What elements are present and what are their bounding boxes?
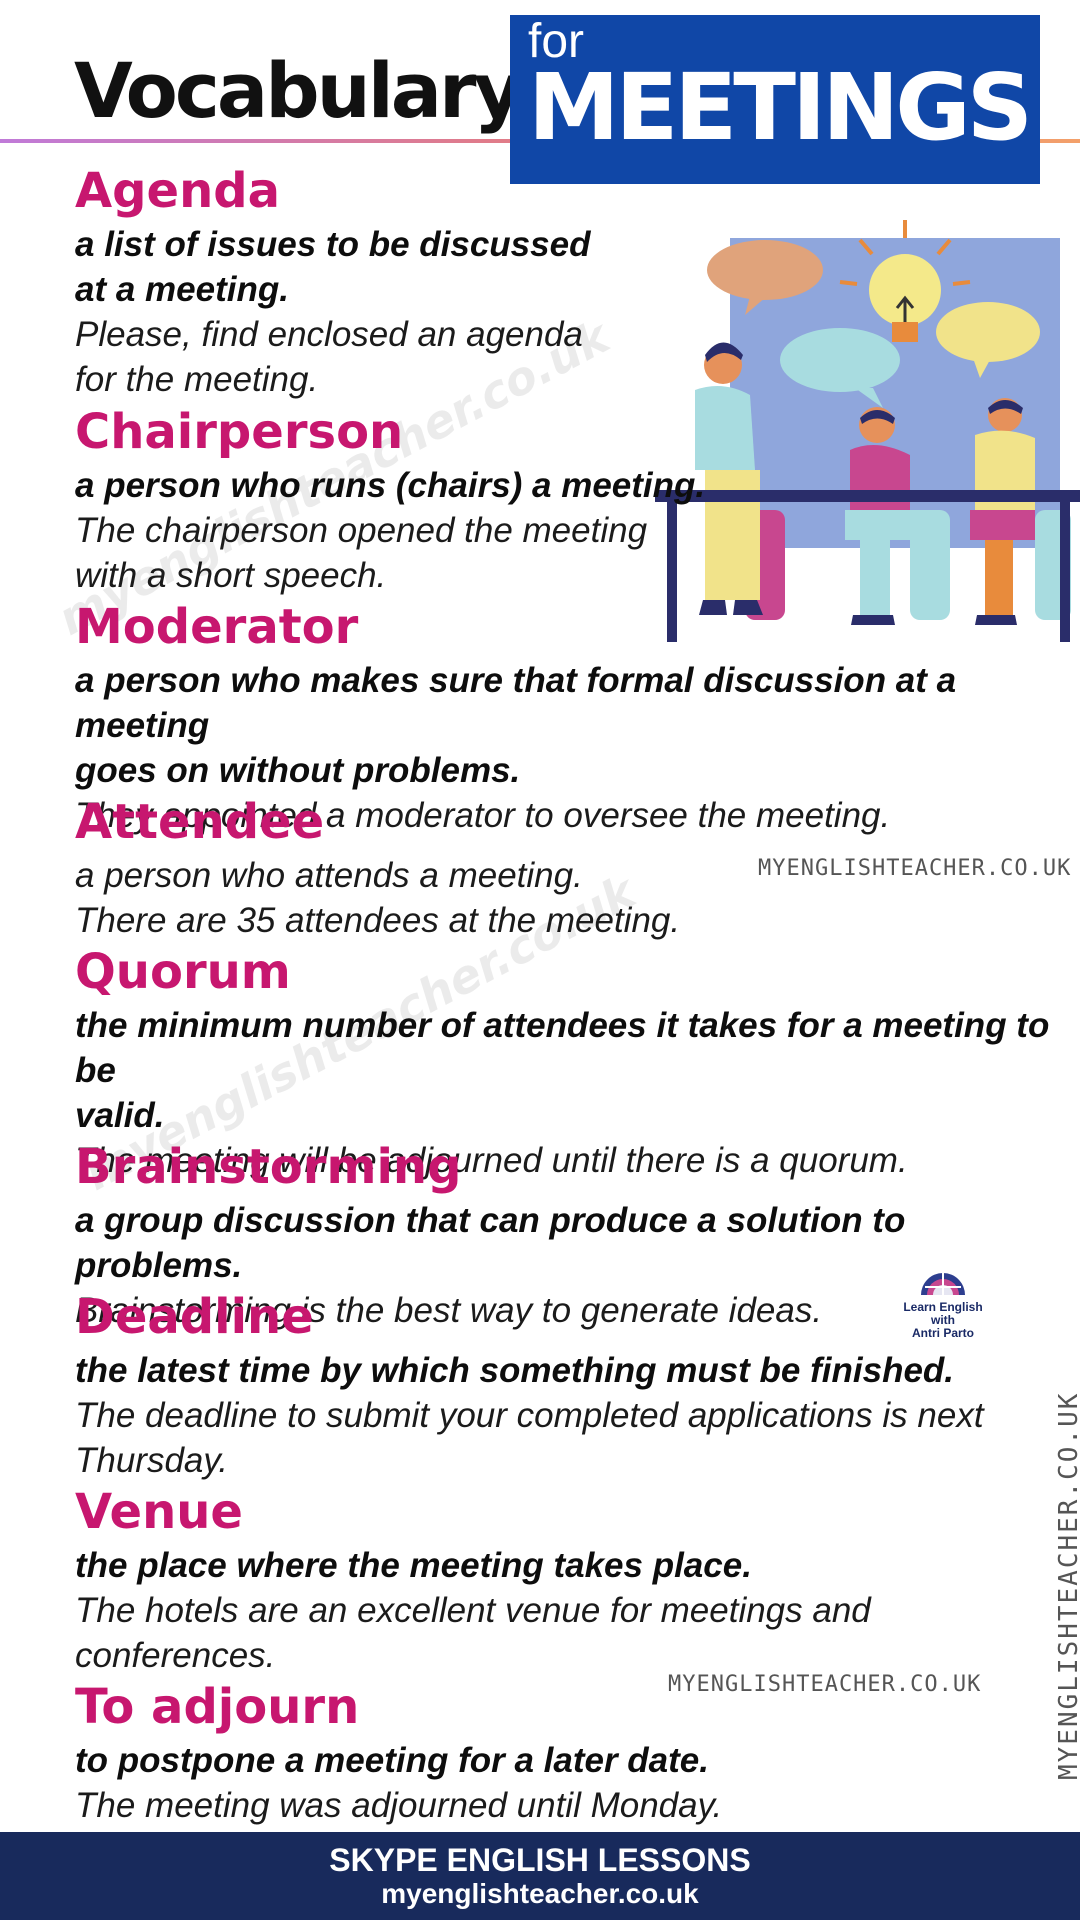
globe-logo-icon <box>921 1273 965 1295</box>
example-line: There are 35 attendees at the meeting. <box>75 901 681 940</box>
title-for: for <box>528 15 585 68</box>
example-line: The meeting will be adjourned until ther… <box>75 1141 908 1180</box>
watermark-vertical: MYENGLISHTEACHER.CO.UK <box>1054 1391 1080 1780</box>
entry-agenda-body: a list of issues to be discussed at a me… <box>75 222 590 402</box>
definition-line: to postpone a meeting for a later date. <box>75 1741 709 1780</box>
speech-bubble-icon <box>936 302 1040 362</box>
definition-line: a person who attends a meeting. <box>75 856 583 895</box>
speech-bubble-icon <box>780 328 900 392</box>
watermark-small: MYENGLISHTEACHER.CO.UK <box>758 856 1072 881</box>
title-box <box>510 15 1040 184</box>
definition-line: goes on without problems. <box>75 751 521 790</box>
footer: SKYPE ENGLISH LESSONS myenglishteacher.c… <box>0 1832 1080 1920</box>
lightbulb-icon <box>839 220 971 342</box>
term-attendee: Attendee <box>75 794 325 850</box>
entry-attendee-body: a person who attends a meeting. There ar… <box>75 853 680 943</box>
term-venue: Venue <box>75 1484 243 1540</box>
example-line: They appointed a moderator to oversee th… <box>75 796 891 835</box>
term-to-adjourn: To adjourn <box>75 1679 360 1735</box>
watermark-small: MYENGLISHTEACHER.CO.UK <box>668 1672 982 1697</box>
term-deadline: Deadline <box>75 1289 314 1345</box>
definition-line: the latest time by which something must … <box>75 1351 955 1390</box>
example-line: The deadline to submit your completed ap… <box>75 1396 984 1435</box>
example-line: Thursday. <box>75 1441 229 1480</box>
footer-title: SKYPE ENGLISH LESSONS <box>329 1842 751 1878</box>
definition-line: at a meeting. <box>75 270 289 309</box>
entry-venue-body: the place where the meeting takes place.… <box>75 1543 871 1678</box>
meeting-illustration <box>655 220 1080 642</box>
entry-deadline-body: the latest time by which something must … <box>75 1348 984 1483</box>
definition-line: a group discussion that can produce a so… <box>75 1201 906 1285</box>
logo-line: Learn English <box>903 1300 983 1314</box>
entry-brainstorming-body: a group discussion that can produce a so… <box>75 1198 1080 1333</box>
entry-moderator-body: a person who makes sure that formal disc… <box>75 658 1080 838</box>
term-quorum: Quorum <box>75 944 291 1000</box>
definition-line: a person who runs (chairs) a meeting. <box>75 466 706 505</box>
example-line: for the meeting. <box>75 360 319 399</box>
example-line: The chairperson opened the meeting <box>75 511 648 550</box>
title-meetings: MEETINGS <box>528 54 1033 161</box>
logo-line: with <box>931 1313 955 1327</box>
term-chairperson: Chairperson <box>75 404 404 460</box>
term-brainstorming: Brainstorming <box>75 1139 462 1195</box>
example-line: Brainstorming is the best way to generat… <box>75 1291 823 1330</box>
definition-line: valid. <box>75 1096 165 1135</box>
definition-line: a list of issues to be discussed <box>75 225 591 264</box>
title-vocabulary: Vocabulary <box>74 46 523 135</box>
definition-line: the minimum number of attendees it takes… <box>75 1006 1050 1090</box>
entry-to-adjourn-body: to postpone a meeting for a later date. … <box>75 1738 722 1828</box>
term-moderator: Moderator <box>75 599 359 655</box>
example-line: conferences. <box>75 1636 276 1675</box>
term-agenda: Agenda <box>75 163 280 219</box>
example-line: Please, find enclosed an agenda <box>75 315 583 354</box>
entry-chairperson-body: a person who runs (chairs) a meeting. Th… <box>75 463 705 598</box>
example-line: The meeting was adjourned until Monday. <box>75 1786 723 1825</box>
footer-website-link[interactable]: myenglishteacher.co.uk <box>381 1878 699 1909</box>
speech-bubble-icon <box>707 240 823 300</box>
example-line: The hotels are an excellent venue for me… <box>75 1591 871 1630</box>
logo: Learn English with Antri Parto <box>893 1265 993 1340</box>
definition-line: a person who makes sure that formal disc… <box>75 661 957 745</box>
logo-line: Antri Parto <box>911 1326 974 1340</box>
entry-quorum-body: the minimum number of attendees it takes… <box>75 1003 1080 1183</box>
example-line: with a short speech. <box>75 556 387 595</box>
definition-line: the place where the meeting takes place. <box>75 1546 752 1585</box>
